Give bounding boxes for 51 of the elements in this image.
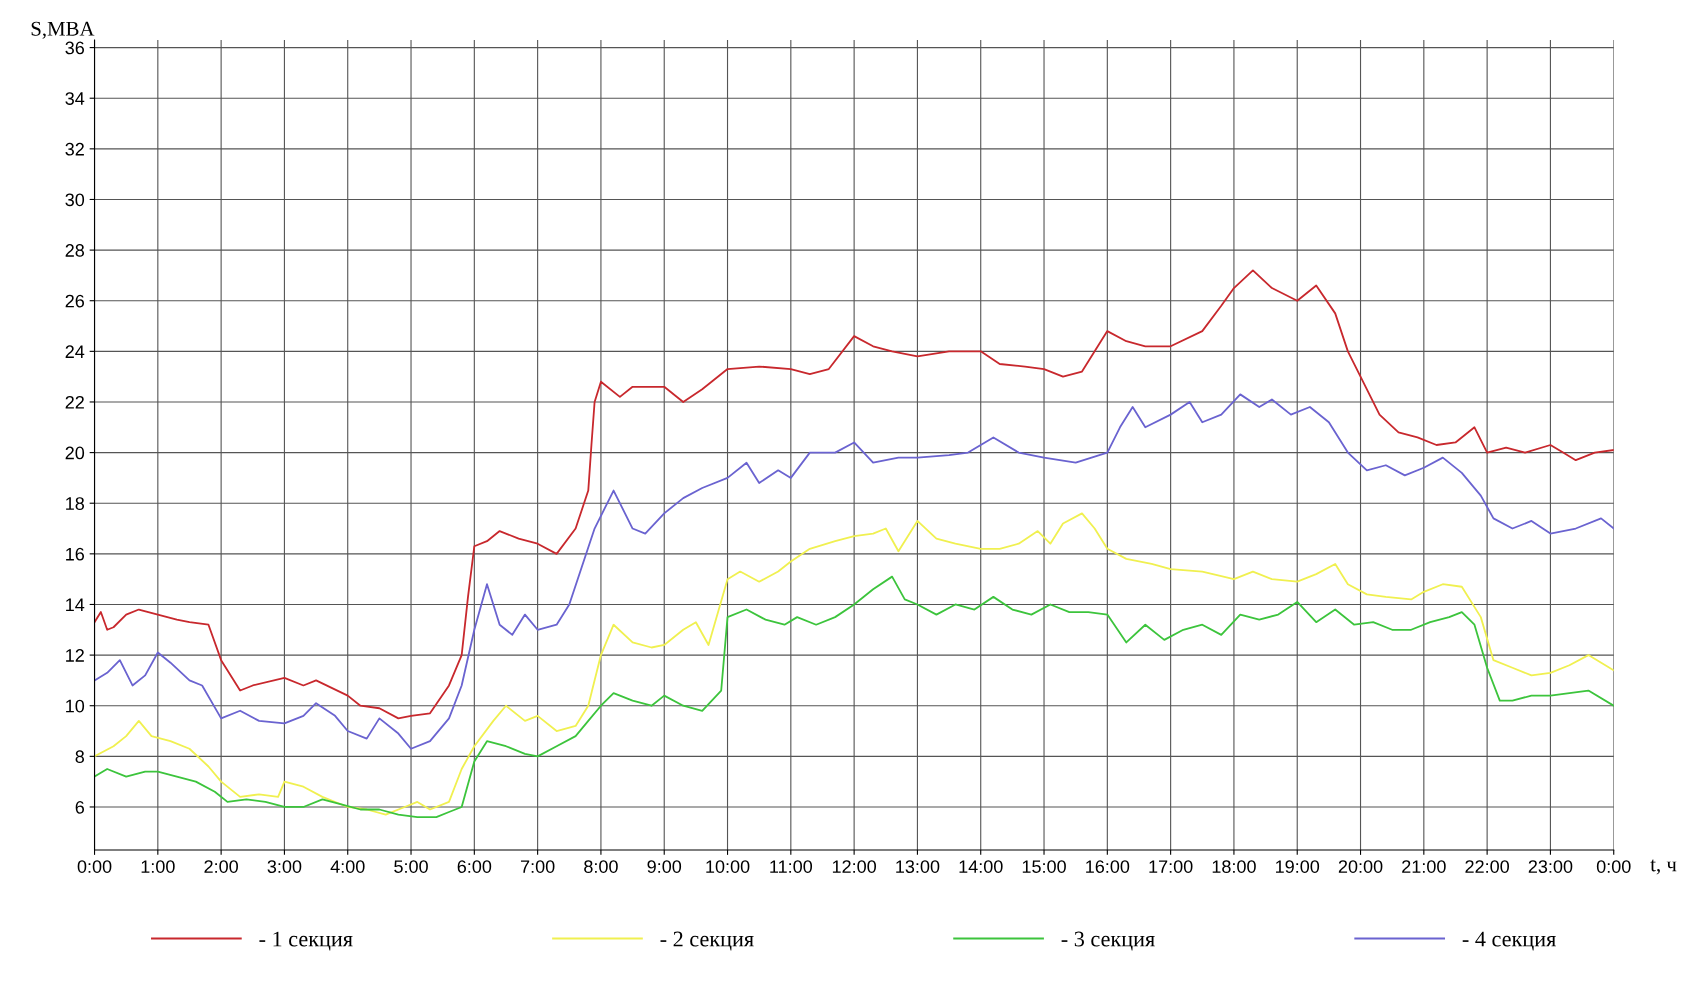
y-tick-label: 18 [66,497,85,510]
y-tick-label: 26 [65,294,85,308]
x-tick-label: 5:00 [394,860,428,873]
legend-label: - 2 секция [660,931,754,951]
line-series [94,269,1614,720]
x-tick-label: 7:00 [520,860,555,873]
x-tick-label: 0:00 [1596,860,1631,873]
line-series [94,575,1614,818]
x-tick-label: 2:00 [204,860,238,873]
y-tick-label: 34 [65,92,85,105]
x-tick-label: 21:00 [1402,860,1446,873]
x-tick-label: 8:00 [584,860,618,873]
legend-label: - 1 секция [259,931,353,951]
x-tick-label: 20:00 [1338,860,1383,873]
x-tick-label: 14:00 [959,860,1003,873]
x-tick-label: 3:00 [267,860,302,873]
y-tick-label: 24 [65,345,85,358]
x-tick-label: 11:00 [770,860,813,873]
line-series [94,512,1614,816]
x-tick-label: 15:00 [1022,860,1066,873]
x-tick-label: 16:00 [1086,860,1130,873]
x-tick-label: 19:00 [1276,860,1320,873]
x-tick-label: 6:00 [457,860,492,873]
x-tick-label: 13:00 [896,860,940,873]
x-tick-label: 1:00 [141,860,175,873]
y-tick-label: 22 [65,395,84,409]
y-tick-label: 14 [66,598,85,612]
x-tick-label: 12:00 [832,860,877,873]
y-tick-label: 12 [66,649,84,662]
y-tick-label: 28 [65,244,85,257]
x-tick-label: 22:00 [1465,860,1510,873]
y-tick-label: 10 [66,699,85,713]
legend-label: - 4 секция [1462,931,1556,951]
x-tick-label: 10:00 [706,860,750,873]
x-tick-label: 23:00 [1528,860,1573,873]
line-series [94,393,1614,750]
y-tick-label: 32 [65,142,84,156]
x-tick-label: 17:00 [1149,860,1193,873]
x-tick-label: 18:00 [1212,860,1256,873]
x-tick-label: 4:00 [330,860,365,873]
x-axis-title: t, ч [1650,859,1677,875]
y-tick-label: 16 [66,547,85,561]
y-tick-label: 30 [65,193,85,207]
y-tick-label: 8 [75,750,85,764]
y-axis-title: S,MBA [31,21,95,39]
y-tick-label: 6 [75,800,85,814]
legend-label: - 3 секция [1061,931,1155,951]
x-tick-label: 0:00 [77,860,112,873]
x-tick-label: 9:00 [647,860,682,873]
y-tick-label: 20 [65,446,85,460]
y-tick-label: 36 [65,41,85,55]
